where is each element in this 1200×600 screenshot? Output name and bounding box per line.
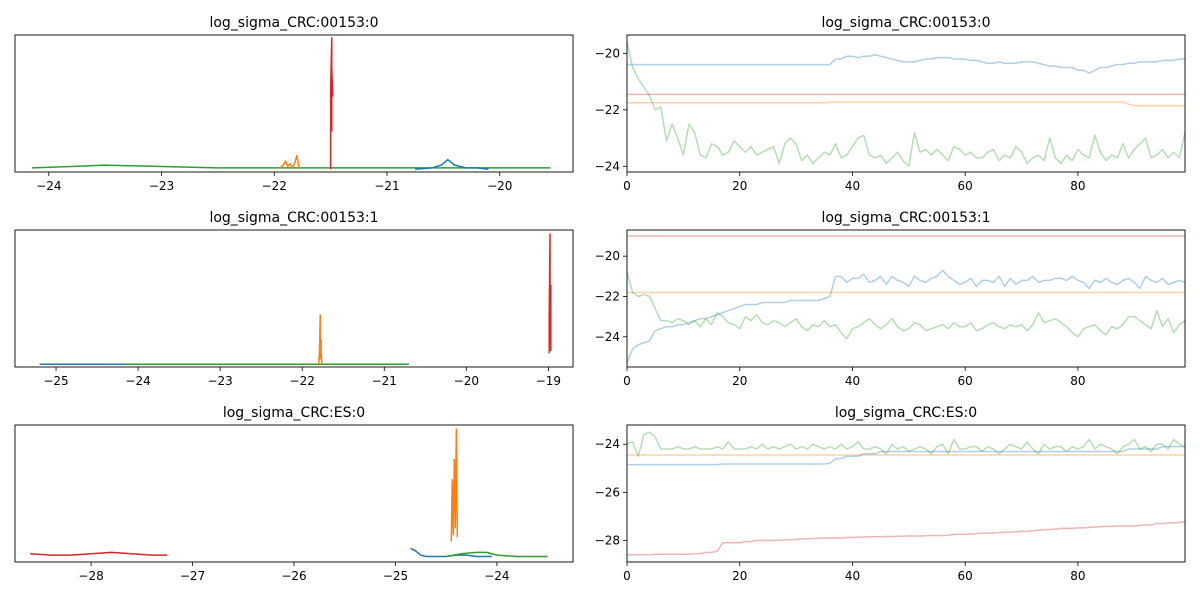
x-tick-label: 80 (1070, 374, 1085, 388)
y-tick-label: −24 (595, 437, 620, 451)
series-line-1 (627, 101, 1185, 107)
chart-title: log_sigma_CRC:00153:1 (209, 210, 378, 226)
x-tick-label: −21 (374, 179, 399, 193)
x-tick-label: −24 (484, 569, 509, 583)
series-line-1 (415, 158, 489, 171)
x-tick-label: −22 (290, 374, 315, 388)
subplot-4: log_sigma_CRC:ES:0 −28 −27 −26 −25 −24 (14, 405, 574, 583)
x-tick-label: 60 (958, 179, 973, 193)
y-tick-label: −26 (595, 485, 620, 499)
series-line-2 (446, 551, 548, 558)
axes-frame (626, 424, 1186, 563)
x-tick-label: 60 (958, 569, 973, 583)
series-line-3 (548, 233, 552, 354)
y-tick-label: −20 (595, 249, 620, 263)
subplot-0: log_sigma_CRC:00153:0 −24 −23 −22 −21 −20 (14, 15, 574, 193)
x-tick-label: −24 (125, 374, 150, 388)
axes-frame (626, 229, 1186, 368)
x-tick-label: 40 (845, 569, 860, 583)
y-tick-label: −20 (595, 46, 620, 60)
axes-frame (626, 34, 1186, 173)
x-tick-label: 60 (958, 374, 973, 388)
axes-frame (14, 424, 574, 563)
series-line-2 (627, 431, 1185, 457)
x-tick-label: −23 (149, 179, 174, 193)
y-tick-label: −28 (595, 533, 620, 547)
chart-title: log_sigma_CRC:ES:0 (223, 405, 365, 421)
subplot-3: log_sigma_CRC:00153:1 0 20 40 60 80 −24 −22 −20 (595, 210, 1186, 388)
series-group (30, 428, 548, 558)
y-tick-label: −24 (595, 159, 620, 173)
x-tick-label: 80 (1070, 569, 1085, 583)
x-tick-label: −28 (78, 569, 103, 583)
series-line-2 (627, 272, 1185, 340)
series-group (39, 233, 552, 366)
x-tick-label: −20 (454, 374, 479, 388)
series-line-3 (450, 428, 459, 542)
x-tick-label: 80 (1070, 179, 1085, 193)
x-tick-label: −20 (487, 179, 512, 193)
chart-title: log_sigma_CRC:00153:0 (821, 15, 990, 31)
axes-frame (14, 229, 574, 368)
x-tick-label: −24 (36, 179, 61, 193)
chart-title: log_sigma_CRC:00153:1 (821, 210, 990, 226)
series-line-0 (627, 269, 1185, 364)
subplot-5: log_sigma_CRC:ES:0 0 20 40 60 80 −28 −26 −24 (595, 405, 1186, 583)
series-line-2 (627, 41, 1185, 168)
series-group (31, 36, 551, 171)
x-tick-label: 0 (623, 569, 631, 583)
x-tick-label: −27 (180, 569, 205, 583)
axes-frame (14, 34, 574, 173)
series-line-2 (317, 314, 323, 365)
chart-title: log_sigma_CRC:00153:0 (209, 15, 378, 31)
y-tick-label: −22 (595, 103, 620, 117)
series-line-0 (30, 551, 168, 556)
chart-title: log_sigma_CRC:ES:0 (835, 405, 977, 421)
series-line-3 (627, 520, 1185, 556)
series-line-1 (410, 547, 492, 558)
series-line-2 (279, 154, 300, 169)
series-line-3 (329, 36, 334, 170)
x-tick-label: 40 (845, 179, 860, 193)
x-tick-label: 0 (623, 179, 631, 193)
x-tick-label: −23 (207, 374, 232, 388)
series-group (627, 235, 1185, 364)
x-tick-label: −26 (281, 569, 306, 583)
x-tick-label: −19 (536, 374, 561, 388)
x-tick-label: 20 (732, 179, 747, 193)
series-line-0 (627, 54, 1185, 74)
series-group (627, 41, 1185, 168)
series-line-0 (31, 164, 551, 169)
x-tick-label: −21 (372, 374, 397, 388)
y-tick-label: −24 (595, 330, 620, 344)
x-tick-label: −25 (383, 569, 408, 583)
x-tick-label: 40 (845, 374, 860, 388)
series-group (627, 431, 1185, 556)
x-tick-label: −22 (262, 179, 287, 193)
y-tick-label: −22 (595, 289, 620, 303)
subplot-2: log_sigma_CRC:00153:1 −25 −24 −23 −22 −21 −20 −… (14, 210, 574, 388)
x-tick-label: 20 (732, 569, 747, 583)
series-line-0 (627, 445, 1185, 466)
x-tick-label: 0 (623, 374, 631, 388)
subplot-1: log_sigma_CRC:00153:0 0 20 40 60 80 −24 −22 −20 (595, 15, 1186, 193)
x-tick-label: −25 (43, 374, 68, 388)
x-tick-label: 20 (732, 374, 747, 388)
